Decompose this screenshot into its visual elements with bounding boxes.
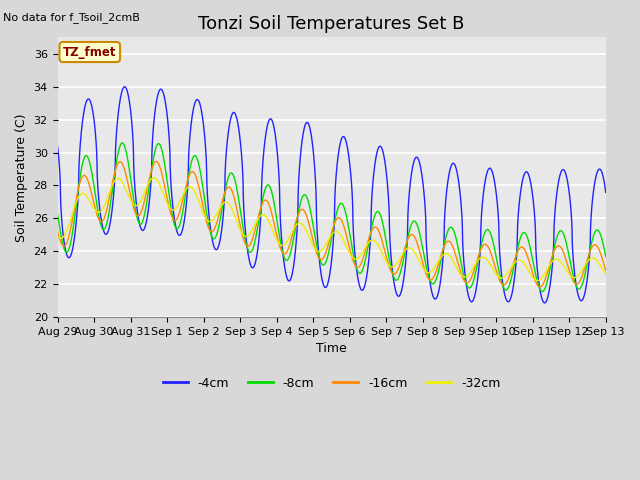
-32cm (150, 175, 157, 180)
-16cm (536, 284, 544, 290)
X-axis label: Time: Time (316, 342, 347, 356)
-16cm (152, 158, 160, 164)
-8cm (304, 197, 312, 203)
-16cm (54, 228, 61, 234)
Line: -4cm: -4cm (58, 87, 605, 303)
-32cm (362, 244, 370, 250)
-8cm (552, 240, 559, 245)
-32cm (602, 271, 609, 276)
-16cm (552, 246, 559, 252)
-4cm (541, 300, 548, 306)
-4cm (362, 278, 370, 284)
-16cm (362, 246, 370, 252)
-16cm (304, 217, 312, 223)
-16cm (536, 284, 543, 289)
-4cm (304, 120, 312, 126)
Legend: -4cm, -8cm, -16cm, -32cm: -4cm, -8cm, -16cm, -32cm (157, 372, 506, 395)
-16cm (602, 267, 609, 273)
-4cm (602, 187, 609, 193)
Y-axis label: Soil Temperature (C): Soil Temperature (C) (15, 113, 28, 241)
-32cm (534, 277, 541, 283)
-8cm (362, 255, 370, 261)
-16cm (602, 266, 609, 272)
Line: -32cm: -32cm (58, 178, 605, 280)
-32cm (465, 271, 473, 277)
-8cm (536, 285, 543, 291)
-32cm (304, 231, 312, 237)
-8cm (118, 140, 126, 146)
-4cm (536, 283, 543, 289)
Title: Tonzi Soil Temperatures Set B: Tonzi Soil Temperatures Set B (198, 15, 465, 33)
-32cm (602, 271, 609, 277)
-8cm (602, 252, 609, 258)
-4cm (465, 295, 473, 301)
-4cm (54, 143, 61, 149)
-8cm (602, 253, 609, 259)
-32cm (536, 277, 543, 283)
-8cm (538, 289, 546, 295)
Line: -8cm: -8cm (58, 143, 605, 292)
-8cm (465, 285, 473, 291)
-8cm (54, 211, 61, 217)
-4cm (121, 84, 129, 90)
-4cm (552, 204, 559, 209)
-16cm (465, 279, 473, 285)
Text: No data for f_Tsoil_2cmB: No data for f_Tsoil_2cmB (3, 12, 140, 23)
Line: -16cm: -16cm (58, 161, 605, 287)
Text: TZ_fmet: TZ_fmet (63, 46, 116, 59)
-32cm (552, 256, 559, 262)
-32cm (54, 233, 61, 239)
-4cm (602, 190, 609, 195)
